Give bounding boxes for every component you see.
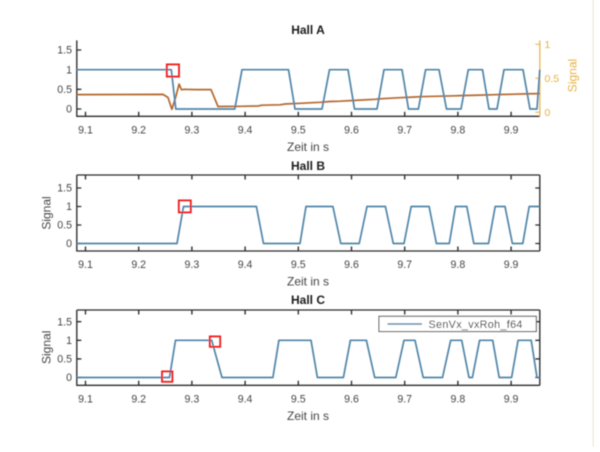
- svg-text:1.5: 1.5: [57, 183, 72, 195]
- svg-text:9.6: 9.6: [344, 393, 359, 405]
- svg-text:Hall C: Hall C: [291, 293, 325, 307]
- svg-text:0: 0: [66, 372, 72, 384]
- svg-text:Zeit in s: Zeit in s: [287, 275, 329, 289]
- svg-text:9.3: 9.3: [185, 259, 200, 271]
- svg-text:9.4: 9.4: [238, 393, 253, 405]
- svg-text:9.8: 9.8: [451, 393, 466, 405]
- svg-text:0.5: 0.5: [57, 84, 72, 96]
- svg-text:0: 0: [66, 104, 72, 116]
- svg-text:SenVx_vxRoh_f64: SenVx_vxRoh_f64: [429, 319, 523, 331]
- svg-text:Hall A: Hall A: [291, 23, 325, 37]
- svg-text:9.2: 9.2: [131, 259, 146, 271]
- svg-text:9.9: 9.9: [504, 393, 519, 405]
- svg-text:1: 1: [66, 64, 72, 76]
- svg-text:9.7: 9.7: [397, 393, 412, 405]
- svg-text:9.2: 9.2: [131, 124, 146, 136]
- svg-text:0.5: 0.5: [545, 73, 560, 85]
- svg-text:9.7: 9.7: [397, 124, 412, 136]
- svg-text:9.4: 9.4: [238, 124, 253, 136]
- svg-text:9.1: 9.1: [78, 124, 93, 136]
- svg-text:9.1: 9.1: [78, 393, 93, 405]
- svg-text:Signal: Signal: [566, 59, 580, 92]
- svg-text:9.3: 9.3: [185, 393, 200, 405]
- svg-text:9.5: 9.5: [291, 393, 306, 405]
- svg-text:0: 0: [545, 107, 551, 119]
- svg-text:Signal: Signal: [40, 196, 54, 229]
- svg-text:9.2: 9.2: [131, 393, 146, 405]
- svg-text:1.5: 1.5: [57, 45, 72, 57]
- svg-text:0: 0: [66, 238, 72, 250]
- svg-text:9.8: 9.8: [451, 259, 466, 271]
- svg-text:1: 1: [66, 201, 72, 213]
- svg-text:1: 1: [66, 335, 72, 347]
- svg-text:9.7: 9.7: [397, 259, 412, 271]
- svg-text:9.6: 9.6: [344, 259, 359, 271]
- svg-text:9.5: 9.5: [291, 259, 306, 271]
- svg-text:0.5: 0.5: [57, 354, 72, 366]
- svg-text:9.1: 9.1: [78, 259, 93, 271]
- svg-text:9.9: 9.9: [504, 124, 519, 136]
- svg-text:9.9: 9.9: [504, 259, 519, 271]
- svg-text:9.4: 9.4: [238, 259, 253, 271]
- svg-text:9.5: 9.5: [291, 124, 306, 136]
- svg-text:Signal: Signal: [40, 331, 54, 364]
- svg-text:Zeit in s: Zeit in s: [287, 140, 329, 154]
- svg-text:9.8: 9.8: [451, 124, 466, 136]
- svg-text:0.5: 0.5: [57, 220, 72, 232]
- svg-text:1.5: 1.5: [57, 316, 72, 328]
- svg-text:9.3: 9.3: [185, 124, 200, 136]
- svg-text:Hall B: Hall B: [291, 159, 325, 173]
- svg-text:1: 1: [545, 39, 551, 51]
- svg-text:Zeit in s: Zeit in s: [287, 409, 329, 423]
- svg-text:9.6: 9.6: [344, 124, 359, 136]
